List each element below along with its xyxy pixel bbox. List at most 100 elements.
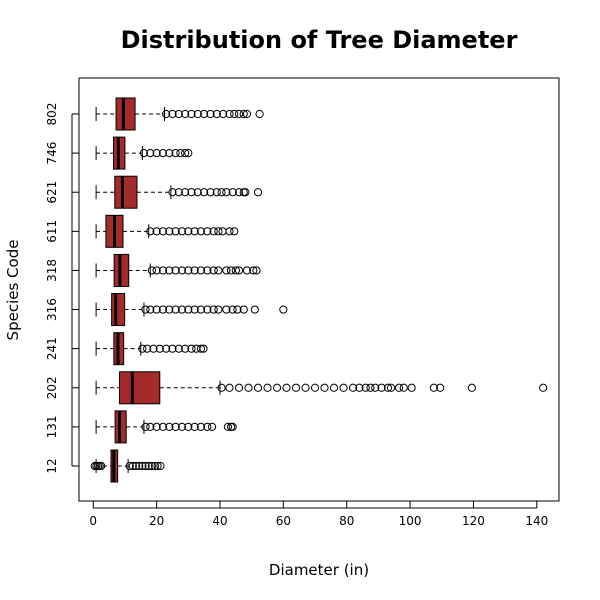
- outlier-point: [244, 383, 253, 392]
- outlier-point: [209, 305, 218, 314]
- outlier-point: [234, 188, 244, 197]
- outlier-point: [165, 227, 174, 236]
- outlier-point: [234, 383, 244, 392]
- outlier-point: [203, 305, 212, 314]
- outlier-point: [399, 383, 408, 392]
- outlier-point: [250, 305, 259, 314]
- outlier-point: [339, 383, 348, 392]
- outlier-point: [225, 383, 234, 392]
- outlier-point: [181, 188, 190, 197]
- y-tick-label: 621: [45, 181, 59, 204]
- outlier-point: [371, 383, 380, 392]
- outlier-point: [234, 266, 244, 275]
- outlier-point: [239, 109, 248, 119]
- outlier-point: [301, 383, 310, 392]
- outlier-point: [214, 305, 223, 314]
- outlier-point: [196, 266, 206, 275]
- outlier-point: [203, 422, 212, 431]
- outlier-point: [196, 344, 206, 353]
- x-tick-label: 0: [89, 514, 97, 528]
- outlier-point: [225, 109, 234, 119]
- plot-layer: 0 20 40 60 80 100 120 140 12 131 202 241 316 318 611 62…: [45, 77, 560, 528]
- outlier-point: [253, 383, 263, 392]
- outlier-point: [196, 227, 206, 236]
- outlier-point: [184, 149, 193, 158]
- outlier-point: [158, 305, 168, 314]
- outlier-point: [214, 266, 223, 275]
- outlier-point: [212, 109, 221, 119]
- y-tick-label: 12: [45, 458, 59, 473]
- y-tick-label: 316: [45, 298, 59, 321]
- outlier-point: [230, 227, 239, 236]
- outlier-point: [263, 383, 272, 392]
- outlier-point: [152, 149, 161, 158]
- outlier-point: [181, 344, 190, 353]
- outlier-point: [222, 266, 231, 275]
- outlier-point: [176, 149, 185, 158]
- outlier-point: [190, 422, 199, 431]
- outlier-point: [196, 422, 206, 431]
- outlier-point: [242, 266, 252, 275]
- outlier-point: [193, 188, 202, 197]
- outlier-point: [253, 188, 263, 197]
- outlier-point: [171, 422, 180, 431]
- x-tick-label: 40: [212, 514, 227, 528]
- outlier-point: [407, 383, 416, 392]
- outlier-point: [199, 344, 208, 353]
- outlier-point: [200, 109, 209, 119]
- outlier-point: [206, 188, 215, 197]
- outlier-point: [158, 227, 168, 236]
- y-tick-label: 802: [45, 103, 59, 126]
- plot-frame: [78, 77, 560, 502]
- outlier-point: [193, 109, 202, 119]
- outlier-point: [187, 188, 196, 197]
- outlier-point: [174, 109, 183, 119]
- outlier-point: [147, 266, 156, 275]
- outlier-point: [131, 461, 141, 471]
- outlier-point: [467, 383, 476, 392]
- y-tick-label: 611: [45, 220, 59, 243]
- outlier-point: [329, 383, 339, 392]
- outlier-point: [230, 109, 239, 119]
- y-tick-label: 318: [45, 259, 59, 282]
- outlier-point: [249, 266, 258, 275]
- outlier-point: [144, 461, 153, 471]
- outlier-point: [233, 305, 242, 314]
- outlier-point: [239, 305, 248, 314]
- outlier-point: [152, 266, 161, 275]
- outlier-point: [386, 383, 396, 392]
- outlier-point: [155, 344, 164, 353]
- outlier-point: [146, 422, 155, 431]
- outlier-point: [242, 109, 252, 119]
- outlier-point: [165, 266, 174, 275]
- outlier-point: [203, 227, 212, 236]
- outlier-point: [165, 149, 174, 158]
- x-tick-label: 120: [462, 514, 485, 528]
- box-621: [114, 175, 138, 209]
- outlier-point: [139, 149, 149, 158]
- outlier-point: [165, 305, 174, 314]
- outlier-point: [143, 344, 152, 353]
- outlier-point: [158, 266, 168, 275]
- y-tick-label: 241: [45, 337, 59, 360]
- x-tick-label: 100: [399, 514, 422, 528]
- outlier-point: [181, 109, 190, 119]
- outlier-point: [149, 344, 158, 353]
- outlier-point: [348, 383, 358, 392]
- outlier-point: [222, 188, 231, 197]
- outlier-point: [125, 461, 134, 471]
- outlier-point: [138, 461, 147, 471]
- box-202: [119, 371, 161, 405]
- outlier-point: [135, 461, 144, 471]
- outlier-point: [177, 305, 187, 314]
- outlier-point: [146, 227, 155, 236]
- outlier-point: [252, 266, 261, 275]
- outlier-point: [141, 422, 150, 431]
- outlier-point: [226, 266, 236, 275]
- outlier-point: [171, 305, 180, 314]
- outlier-point: [165, 422, 174, 431]
- outlier-point: [171, 266, 180, 275]
- outlier-point: [366, 383, 375, 392]
- outlier-point: [196, 305, 206, 314]
- outlier-point: [241, 188, 250, 197]
